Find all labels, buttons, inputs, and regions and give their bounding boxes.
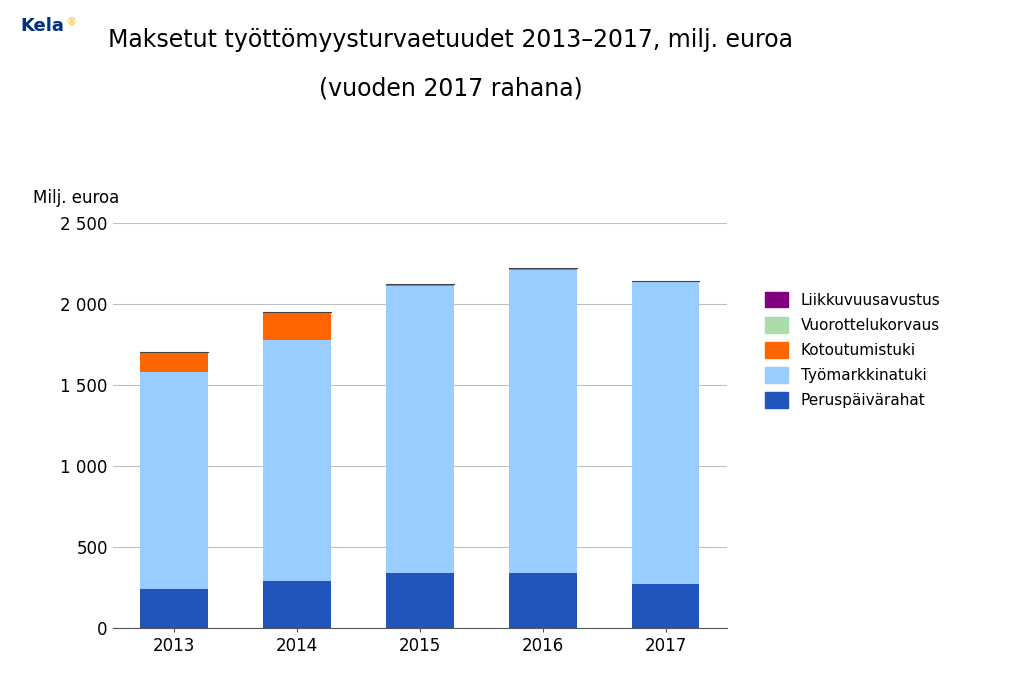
Bar bbox=[386, 284, 454, 285]
Bar bbox=[509, 269, 577, 573]
Bar bbox=[140, 353, 208, 372]
Text: Maksetut työttömyysturvaetuudet 2013–2017, milj. euroa: Maksetut työttömyysturvaetuudet 2013–201… bbox=[109, 28, 793, 52]
Bar bbox=[509, 573, 577, 628]
Bar bbox=[140, 589, 208, 628]
Text: ®: ® bbox=[67, 17, 77, 27]
Bar bbox=[386, 573, 454, 628]
Bar bbox=[263, 340, 331, 581]
Bar bbox=[263, 581, 331, 628]
Text: (vuoden 2017 rahana): (vuoden 2017 rahana) bbox=[318, 77, 583, 101]
Text: Milj. euroa: Milj. euroa bbox=[33, 189, 119, 207]
Bar bbox=[140, 372, 208, 589]
Bar bbox=[263, 313, 331, 340]
Bar bbox=[632, 281, 699, 584]
Text: Kela: Kela bbox=[20, 17, 65, 36]
Legend: Liikkuvuusavustus, Vuorottelukorvaus, Kotoutumistuki, Työmarkkinatuki, Peruspäiv: Liikkuvuusavustus, Vuorottelukorvaus, Ko… bbox=[765, 292, 940, 408]
Bar bbox=[386, 285, 454, 573]
Bar bbox=[632, 584, 699, 628]
